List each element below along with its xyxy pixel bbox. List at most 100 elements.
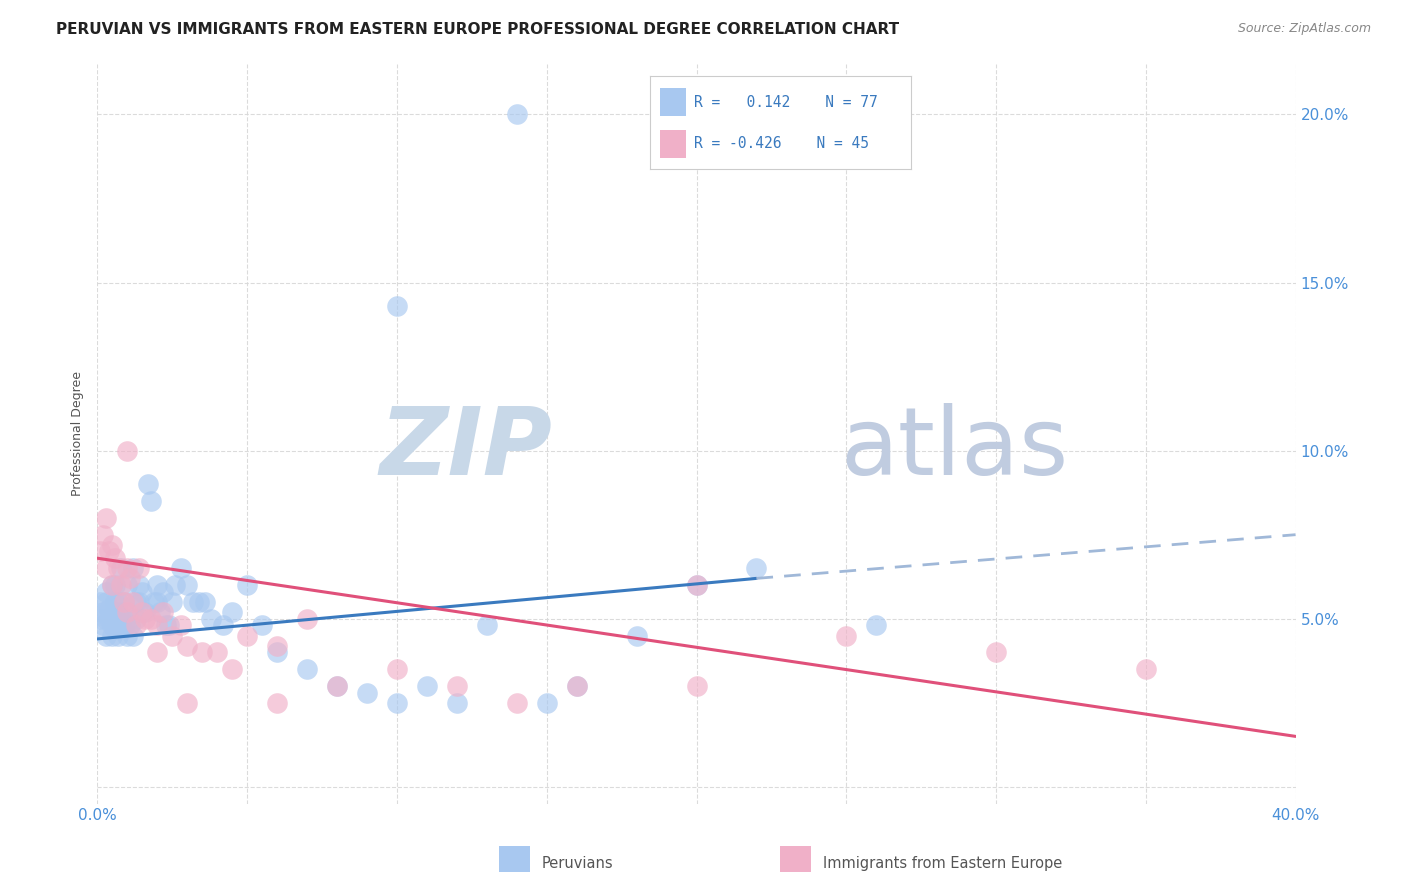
Point (685, 578, 707, 592)
Text: PERUVIAN VS IMMIGRANTS FROM EASTERN EUROPE PROFESSIONAL DEGREE CORRELATION CHART: PERUVIAN VS IMMIGRANTS FROM EASTERN EURO… (56, 22, 900, 37)
Point (125, 595, 148, 609)
Point (98, 544, 121, 558)
Point (141, 612, 163, 626)
Point (93, 605, 115, 619)
Point (984, 645, 1007, 659)
Point (685, 679, 707, 693)
Point (98, 612, 121, 626)
Point (266, 645, 288, 659)
Point (141, 494, 163, 508)
Point (104, 595, 127, 609)
Point (104, 605, 127, 619)
Point (104, 578, 127, 592)
Point (385, 662, 408, 676)
Point (475, 618, 498, 632)
Point (536, 696, 558, 710)
Point (170, 618, 193, 632)
Point (134, 605, 156, 619)
Point (221, 605, 243, 619)
Point (101, 618, 124, 632)
Text: R = -0.426    N = 45: R = -0.426 N = 45 (695, 136, 869, 152)
Point (865, 618, 887, 632)
Point (143, 595, 166, 609)
Point (96, 595, 118, 609)
Point (416, 679, 439, 693)
Point (446, 679, 468, 693)
Point (745, 561, 768, 575)
Point (200, 612, 222, 626)
Point (236, 628, 259, 642)
Point (110, 612, 132, 626)
Point (146, 595, 169, 609)
Point (236, 578, 259, 592)
Point (107, 561, 129, 575)
Text: R =   0.142    N = 77: R = 0.142 N = 77 (695, 95, 877, 110)
Point (626, 628, 648, 642)
Point (266, 696, 288, 710)
Bar (661, 130, 686, 158)
Point (110, 561, 132, 575)
Point (250, 618, 273, 632)
Point (176, 578, 198, 592)
Point (117, 605, 139, 619)
Point (221, 662, 243, 676)
Point (107, 605, 129, 619)
Point (188, 595, 211, 609)
Point (96, 628, 118, 642)
Point (326, 679, 349, 693)
Point (176, 696, 198, 710)
Point (96, 584, 118, 599)
Point (155, 618, 177, 632)
Point (131, 605, 153, 619)
Point (107, 628, 129, 642)
Point (120, 612, 142, 626)
Point (117, 578, 139, 592)
Point (117, 605, 139, 619)
Point (506, 696, 529, 710)
Text: Source: ZipAtlas.com: Source: ZipAtlas.com (1237, 22, 1371, 36)
Point (157, 618, 180, 632)
Point (146, 618, 169, 632)
Point (98, 601, 121, 615)
Point (128, 595, 150, 609)
Point (446, 696, 468, 710)
Point (506, 107, 529, 121)
Point (1135, 662, 1157, 676)
Point (101, 538, 124, 552)
Point (101, 578, 124, 592)
Point (212, 618, 235, 632)
Point (152, 584, 174, 599)
Point (107, 618, 129, 632)
Point (134, 612, 156, 626)
Point (146, 645, 169, 659)
Point (194, 595, 217, 609)
Point (96, 612, 118, 626)
Point (107, 595, 129, 609)
Point (191, 645, 214, 659)
Text: Peruvians: Peruvians (541, 856, 613, 871)
Point (117, 628, 139, 642)
Point (112, 595, 135, 609)
Point (266, 639, 288, 653)
Point (356, 686, 378, 700)
Point (295, 662, 318, 676)
Point (122, 628, 145, 642)
Point (89, 595, 111, 609)
Point (120, 571, 142, 585)
Point (96, 511, 118, 525)
Text: Immigrants from Eastern Europe: Immigrants from Eastern Europe (823, 856, 1062, 871)
Point (685, 578, 707, 592)
Point (170, 561, 193, 575)
Point (112, 595, 135, 609)
Point (117, 561, 139, 575)
Point (162, 595, 184, 609)
Bar (661, 88, 686, 116)
Point (110, 618, 132, 632)
Point (104, 622, 127, 636)
Point (122, 595, 145, 609)
Point (117, 443, 139, 458)
Point (93, 527, 115, 541)
Point (89, 612, 111, 626)
Point (128, 578, 150, 592)
Text: atlas: atlas (841, 402, 1069, 495)
